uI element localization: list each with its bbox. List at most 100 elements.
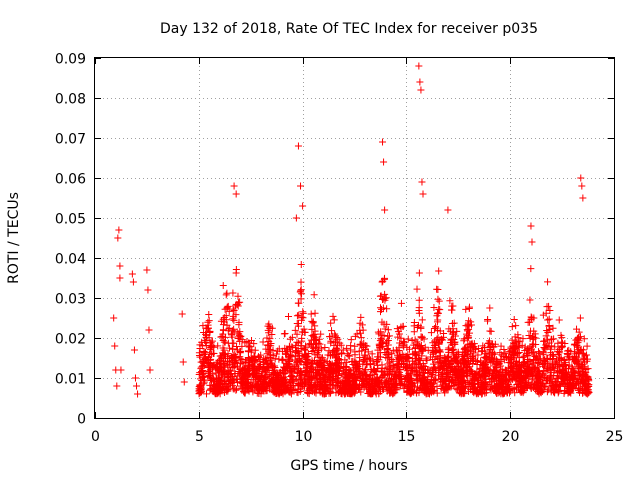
data-point [222, 291, 230, 299]
data-point [347, 367, 355, 375]
data-point [449, 325, 457, 333]
data-point [289, 368, 297, 376]
data-point [373, 361, 381, 369]
data-point [435, 347, 443, 355]
data-point [467, 347, 475, 355]
data-point [434, 295, 442, 303]
data-point [233, 379, 241, 387]
data-point [341, 382, 349, 390]
data-point [331, 359, 339, 367]
data-point [469, 354, 477, 362]
data-point [384, 326, 392, 334]
data-point [204, 324, 212, 332]
y-tick-label: 0.03 [55, 292, 86, 308]
data-point [412, 351, 420, 359]
data-point [200, 347, 208, 355]
data-point [413, 285, 421, 293]
data-point [230, 307, 238, 315]
data-point [264, 341, 272, 349]
data-point [582, 368, 590, 376]
data-point [380, 320, 388, 328]
data-point [302, 368, 310, 376]
data-point [221, 388, 229, 396]
data-point [321, 343, 329, 351]
data-point [430, 304, 438, 312]
data-point [458, 356, 466, 364]
data-point [377, 328, 385, 336]
data-point [380, 158, 388, 166]
data-point [504, 385, 512, 393]
data-point [426, 390, 434, 398]
data-point [579, 361, 587, 369]
data-point [464, 341, 472, 349]
data-point [346, 352, 354, 360]
data-point [427, 389, 435, 397]
data-point [393, 384, 401, 392]
data-point [294, 355, 302, 363]
data-point [448, 306, 456, 314]
data-point [482, 363, 490, 371]
data-point [388, 375, 396, 383]
data-point [405, 345, 413, 353]
data-point [241, 389, 249, 397]
data-point [209, 349, 217, 357]
data-point [395, 330, 403, 338]
data-point [320, 390, 328, 398]
data-point [419, 365, 427, 373]
data-point [400, 385, 408, 393]
data-point [262, 355, 270, 363]
data-point [128, 270, 136, 278]
data-point [528, 238, 536, 246]
data-point [304, 358, 312, 366]
data-point [393, 325, 401, 333]
data-point [293, 330, 301, 338]
data-point [363, 342, 371, 350]
data-point [473, 360, 481, 368]
data-point [267, 361, 275, 369]
data-point [486, 356, 494, 364]
data-point [223, 304, 231, 312]
data-point [569, 383, 577, 391]
data-point [327, 362, 335, 370]
data-point [359, 368, 367, 376]
data-point [373, 368, 381, 376]
data-point [417, 323, 425, 331]
data-point [569, 384, 577, 392]
y-tick-label: 0.02 [55, 332, 86, 348]
data-point [464, 370, 472, 378]
data-point [321, 378, 329, 386]
data-point [548, 335, 556, 343]
data-point [415, 296, 423, 304]
data-point [566, 375, 574, 383]
data-point [429, 356, 437, 364]
data-point [271, 355, 279, 363]
data-point [311, 330, 319, 338]
data-point [462, 363, 470, 371]
data-point [373, 358, 381, 366]
data-point [218, 380, 226, 388]
data-point [571, 369, 579, 377]
data-point [448, 375, 456, 383]
data-point [211, 388, 219, 396]
data-point [555, 345, 563, 353]
data-point [386, 358, 394, 366]
data-point [338, 390, 346, 398]
data-point [260, 386, 268, 394]
data-point [199, 373, 207, 381]
data-point [223, 289, 231, 297]
data-point [417, 334, 425, 342]
data-point [523, 346, 531, 354]
data-point [180, 378, 188, 386]
data-point [441, 353, 449, 361]
data-point [217, 384, 225, 392]
data-point [518, 361, 526, 369]
data-point [355, 386, 363, 394]
data-point [481, 360, 489, 368]
data-point [435, 297, 443, 305]
data-point [384, 363, 392, 371]
data-point [317, 330, 325, 338]
data-point [196, 381, 204, 389]
data-point [490, 371, 498, 379]
data-point [415, 62, 423, 70]
y-tick-label: 0.05 [55, 212, 86, 228]
